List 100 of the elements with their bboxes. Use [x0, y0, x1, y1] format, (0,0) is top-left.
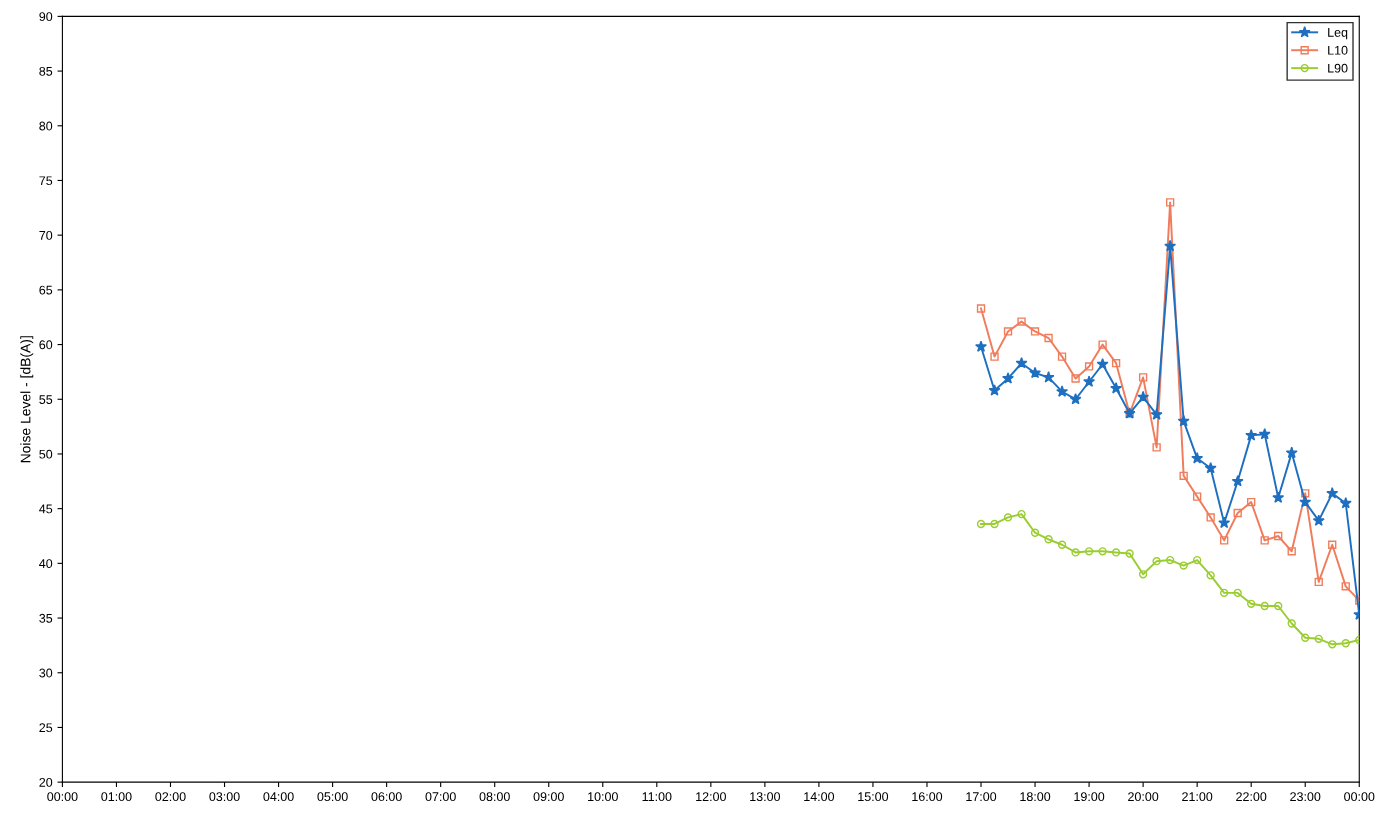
- point: [1030, 528, 1040, 537]
- point: [1220, 536, 1229, 545]
- x-tick-label: 00:00: [1344, 792, 1375, 802]
- point: [1152, 443, 1161, 452]
- point: [1339, 496, 1352, 509]
- point: [1192, 492, 1202, 501]
- point: [1003, 513, 1013, 522]
- y-tick-label: 65: [39, 285, 53, 295]
- y-tick-label: 60: [39, 340, 53, 350]
- point: [1003, 327, 1013, 336]
- y-tick-label: 45: [39, 504, 53, 514]
- point: [1017, 317, 1026, 326]
- x-tick-label: 14:00: [804, 792, 835, 802]
- point: [1218, 516, 1231, 529]
- legend-label: Leq: [1328, 28, 1348, 40]
- point: [1285, 446, 1298, 459]
- point: [1071, 548, 1080, 557]
- point: [1138, 570, 1148, 579]
- x-tick-label: 07:00: [425, 792, 456, 802]
- x-tick-label: 20:00: [1128, 792, 1159, 802]
- point: [1057, 540, 1067, 549]
- point: [1272, 491, 1285, 503]
- point: [1071, 374, 1080, 383]
- x-tick-label: 15:00: [858, 792, 889, 802]
- y-tick-label: 25: [39, 723, 53, 733]
- point: [990, 519, 999, 529]
- point: [1233, 508, 1242, 518]
- point: [1057, 352, 1067, 361]
- point: [1015, 356, 1028, 369]
- legend-label: L90: [1328, 63, 1348, 73]
- x-tick-label: 10:00: [588, 792, 618, 802]
- point: [1206, 513, 1215, 522]
- point: [975, 340, 987, 352]
- point: [1260, 536, 1269, 545]
- point: [1030, 327, 1040, 336]
- point: [1191, 452, 1204, 464]
- point: [1110, 382, 1123, 394]
- point: [1125, 549, 1134, 558]
- point: [1233, 588, 1242, 598]
- point: [1231, 475, 1244, 487]
- point: [1179, 471, 1188, 481]
- point: [1017, 509, 1026, 519]
- point: [1179, 561, 1188, 570]
- point: [976, 519, 986, 529]
- point: [1069, 393, 1082, 405]
- point: [1150, 408, 1163, 420]
- x-tick-label: 13:00: [750, 792, 781, 802]
- x-tick-label: 16:00: [912, 792, 943, 802]
- point: [1314, 577, 1323, 587]
- point: [1165, 555, 1175, 565]
- x-tick-label: 12:00: [696, 792, 726, 802]
- point: [1314, 634, 1323, 644]
- point: [1098, 547, 1107, 556]
- point: [1341, 639, 1350, 648]
- point: [1258, 428, 1271, 440]
- point: [1247, 497, 1256, 507]
- y-tick-label: 75: [39, 176, 53, 186]
- point: [1098, 340, 1107, 349]
- point: [1245, 429, 1258, 441]
- x-tick-label: 01:00: [101, 792, 132, 802]
- x-tick-label: 06:00: [371, 792, 402, 802]
- y-tick-label: 20: [39, 777, 53, 787]
- point: [1084, 362, 1094, 371]
- point: [1204, 461, 1217, 474]
- y-axis-title: Noise Level - [dB(A)]: [20, 336, 34, 463]
- y-tick-label: 50: [39, 449, 53, 459]
- point: [988, 384, 1001, 396]
- y-tick-label: 85: [39, 66, 53, 76]
- point: [1206, 571, 1215, 580]
- point: [1192, 555, 1202, 565]
- point: [1044, 535, 1053, 544]
- x-tick-label: 18:00: [1020, 792, 1051, 802]
- point: [1274, 531, 1283, 541]
- x-tick-label: 11:00: [642, 792, 672, 802]
- legend-label: L10: [1328, 45, 1348, 55]
- point: [990, 352, 999, 361]
- x-tick-label: 23:00: [1290, 792, 1321, 802]
- y-tick-label: 90: [39, 12, 53, 22]
- point: [1287, 547, 1296, 556]
- point: [1299, 495, 1312, 508]
- x-tick-label: 22:00: [1236, 792, 1267, 802]
- point: [1328, 640, 1337, 649]
- x-tick-label: 21:00: [1182, 792, 1213, 802]
- point: [1152, 556, 1161, 566]
- point: [1083, 375, 1096, 387]
- point: [1328, 540, 1337, 549]
- point: [1220, 588, 1229, 598]
- point: [1084, 547, 1094, 556]
- x-tick-label: 02:00: [155, 792, 186, 802]
- x-tick-label: 19:00: [1074, 792, 1105, 802]
- point: [1326, 487, 1339, 499]
- point: [1056, 385, 1069, 397]
- x-tick-label: 03:00: [209, 792, 240, 802]
- x-tick-label: 00:00: [47, 792, 78, 802]
- point: [1042, 371, 1055, 383]
- point: [1111, 358, 1121, 368]
- point: [1177, 414, 1190, 427]
- x-tick-label: 17:00: [966, 792, 997, 802]
- x-tick-label: 04:00: [263, 792, 294, 802]
- point: [1165, 198, 1175, 207]
